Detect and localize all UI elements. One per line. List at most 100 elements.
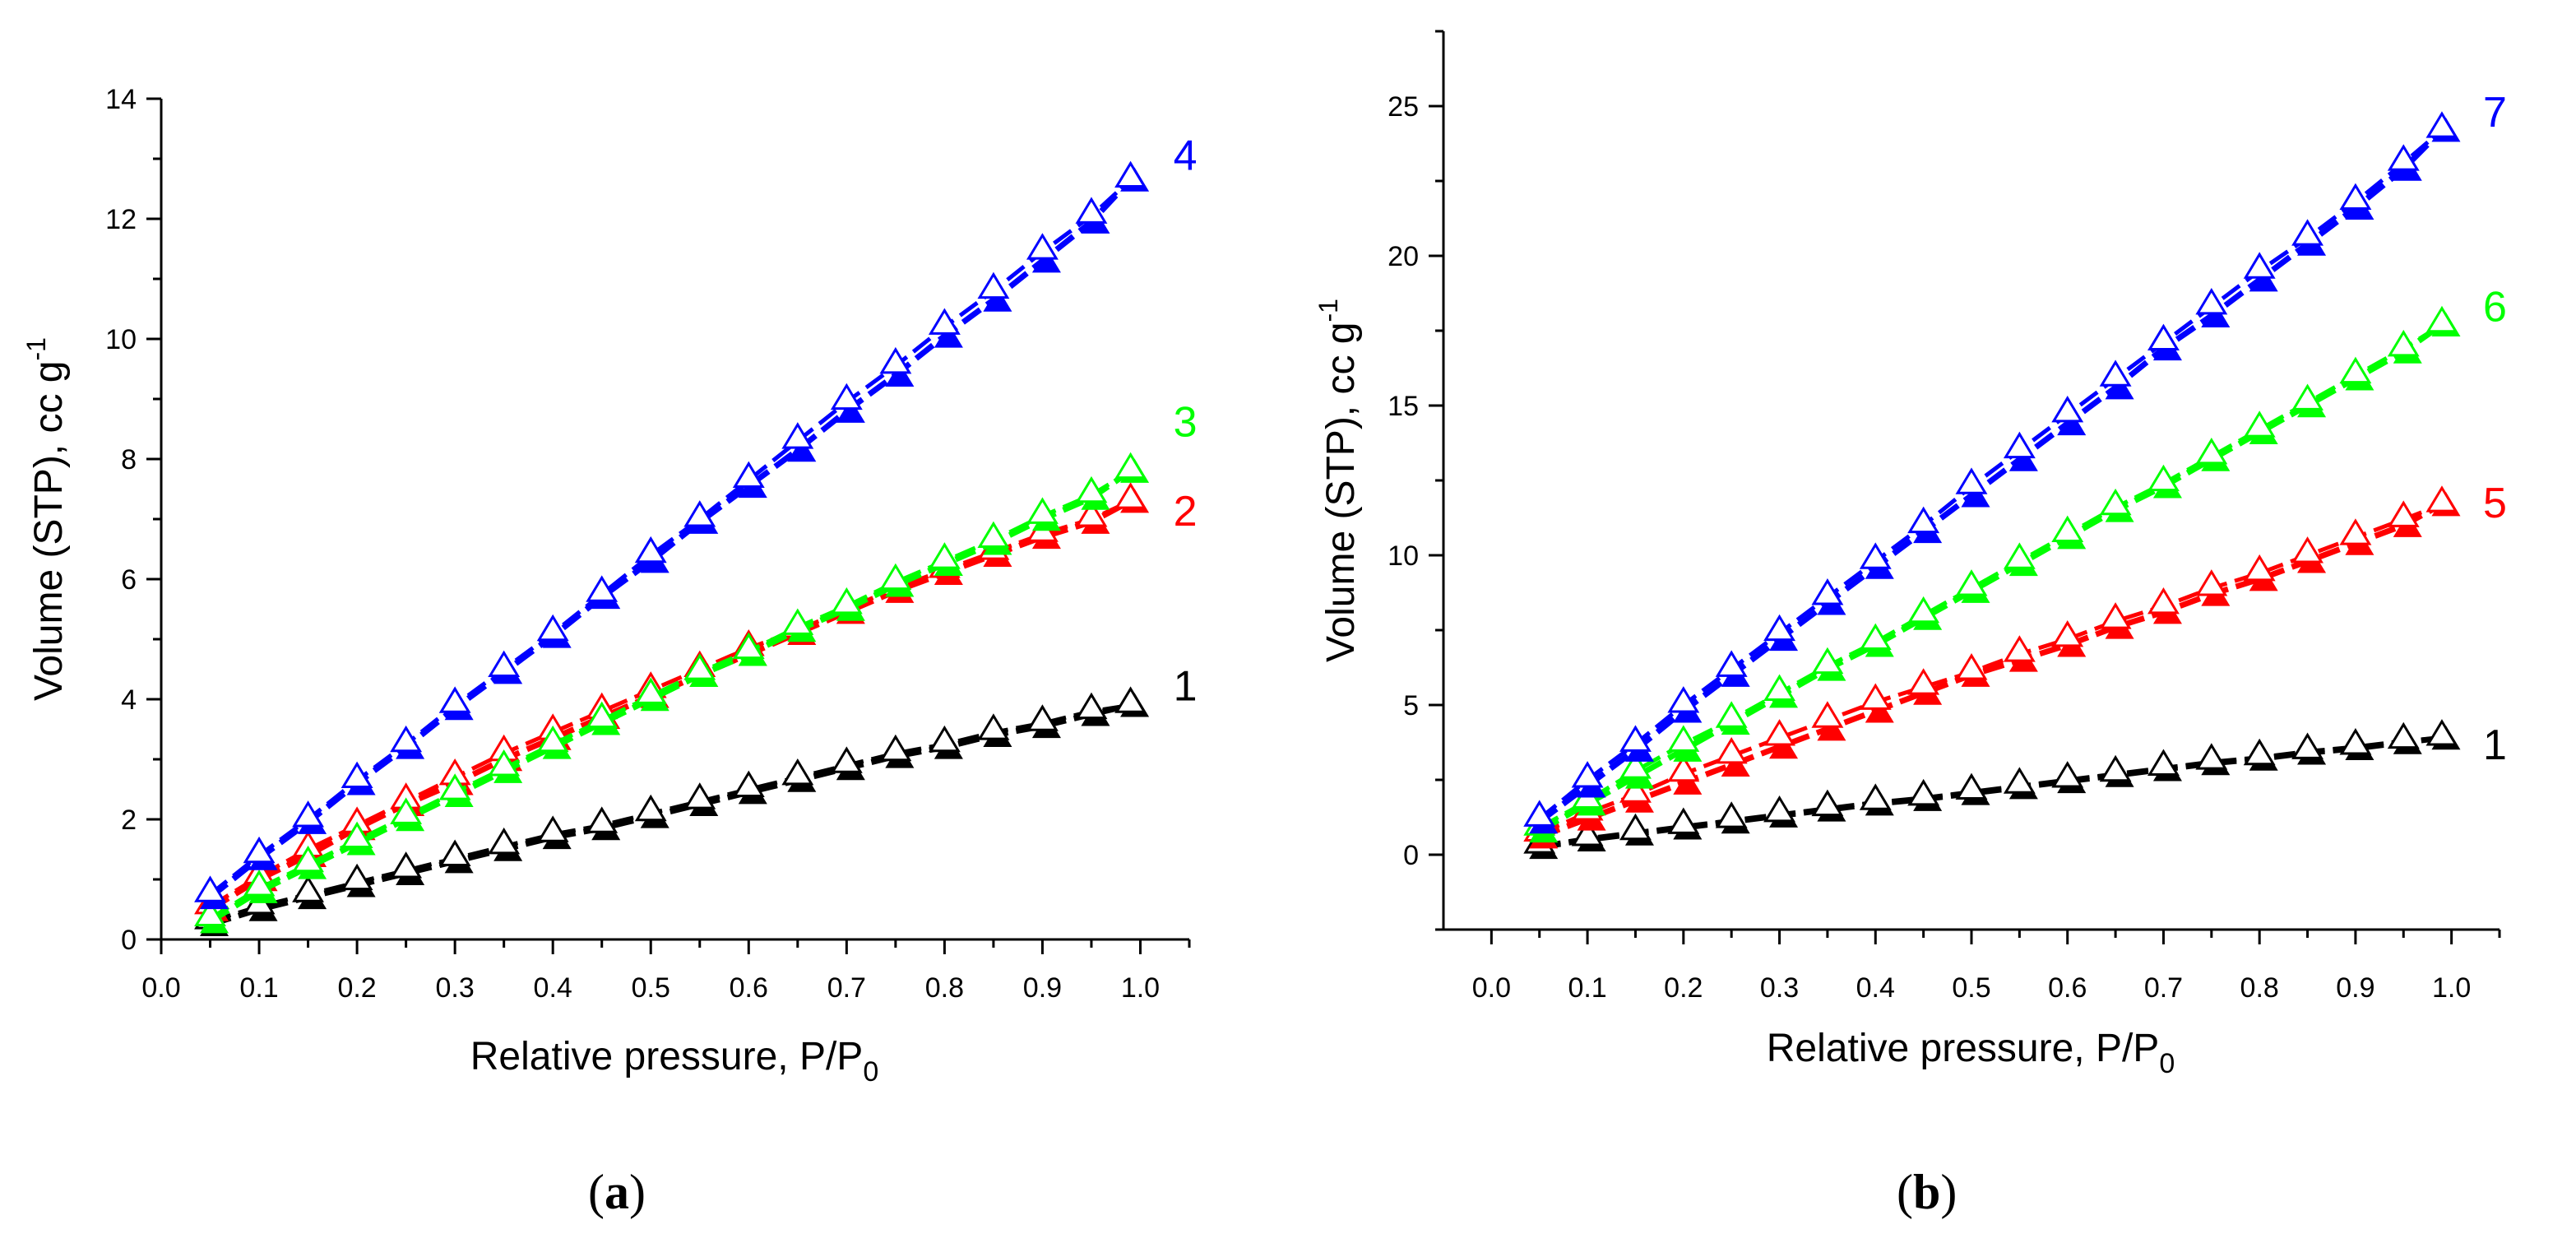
x-axis-title: Relative pressure, P/P0 bbox=[470, 1035, 878, 1088]
x-tick-label: 0.2 bbox=[337, 972, 376, 1004]
desorption-point bbox=[536, 614, 569, 642]
curve-label-6: 6 bbox=[2483, 284, 2507, 332]
panel-caption-a: (a) bbox=[588, 1165, 646, 1219]
desorption-point bbox=[2147, 323, 2180, 351]
desorption-point bbox=[928, 542, 961, 569]
desorption-point bbox=[2425, 485, 2458, 513]
y-axis-title: Volume (STP), cc g-1 bbox=[1313, 299, 1363, 662]
curve-label-2: 2 bbox=[1174, 488, 1198, 536]
adsorption-point bbox=[2008, 447, 2038, 471]
desorption-point bbox=[1907, 506, 1940, 534]
desorption-point bbox=[977, 713, 1010, 740]
desorption-point bbox=[2339, 356, 2372, 384]
desorption-point bbox=[1571, 761, 1604, 788]
x-tick-label: 0.1 bbox=[239, 972, 278, 1004]
desorption-point bbox=[1763, 795, 1795, 823]
desorption-point bbox=[536, 725, 569, 753]
curve-label-1: 1 bbox=[2483, 721, 2507, 769]
desorption-point bbox=[1619, 776, 1652, 803]
desorption-point bbox=[438, 686, 471, 713]
x-tick-label: 0.0 bbox=[141, 972, 180, 1004]
series-4: 4 bbox=[194, 132, 1197, 910]
desorption-point bbox=[1619, 752, 1652, 779]
adsorption-point bbox=[1817, 717, 1846, 741]
panel-caption-b: (b) bbox=[1897, 1165, 1957, 1219]
desorption-point bbox=[2051, 396, 2084, 423]
desorption-point bbox=[243, 870, 276, 897]
y-tick-label: 2 bbox=[121, 805, 137, 836]
desorption-point bbox=[1955, 569, 1988, 596]
desorption-point bbox=[438, 839, 471, 866]
desorption-point bbox=[2147, 749, 2180, 776]
y-tick-label: 10 bbox=[105, 324, 137, 355]
desorption-point bbox=[1955, 653, 1988, 680]
desorption-point bbox=[2099, 488, 2132, 516]
x-tick-label: 1.0 bbox=[1121, 972, 1160, 1004]
desorption-point bbox=[2195, 287, 2228, 315]
desorption-point bbox=[2147, 464, 2180, 492]
y-tick-label: 15 bbox=[1388, 391, 1419, 422]
adsorption-point bbox=[2057, 410, 2087, 436]
x-tick-label: 0.8 bbox=[925, 972, 964, 1004]
y-tick-label: 12 bbox=[105, 204, 137, 235]
x-tick-label: 0.5 bbox=[632, 972, 670, 1004]
x-tick-label: 1.0 bbox=[2432, 972, 2471, 1004]
desorption-point bbox=[1859, 783, 1892, 810]
x-tick-label: 0.9 bbox=[2336, 972, 2374, 1004]
desorption-point bbox=[341, 761, 373, 789]
x-tick-label: 0.3 bbox=[436, 972, 475, 1004]
x-tick-label: 0.2 bbox=[1664, 972, 1703, 1004]
desorption-point bbox=[1667, 754, 1700, 782]
desorption-point bbox=[977, 521, 1010, 549]
y-tick-label: 0 bbox=[1403, 840, 1419, 871]
x-tick-label: 0.7 bbox=[827, 972, 866, 1004]
y-tick-label: 14 bbox=[105, 84, 137, 115]
desorption-point bbox=[194, 875, 226, 902]
adsorption-point bbox=[2201, 303, 2231, 328]
desorption-point bbox=[1763, 674, 1795, 701]
y-tick-label: 20 bbox=[1388, 241, 1419, 272]
y-tick-label: 0 bbox=[121, 925, 137, 956]
desorption-point bbox=[928, 308, 961, 335]
desorption-point bbox=[1763, 719, 1795, 746]
desorption-point bbox=[1026, 497, 1059, 524]
desorption-point bbox=[2003, 635, 2036, 662]
desorption-point bbox=[2339, 183, 2372, 210]
desorption-point bbox=[781, 422, 814, 449]
desorption-point bbox=[1859, 683, 1892, 710]
desorption-point bbox=[292, 800, 325, 828]
desorption-point bbox=[1619, 725, 1652, 752]
desorption-point bbox=[1026, 233, 1059, 260]
desorption-point bbox=[1811, 789, 1844, 817]
desorption-point bbox=[2291, 383, 2323, 410]
desorption-point bbox=[292, 875, 325, 902]
desorption-point bbox=[2243, 738, 2276, 766]
desorption-point bbox=[586, 701, 619, 729]
desorption-point bbox=[1075, 500, 1108, 527]
desorption-point bbox=[2387, 721, 2420, 749]
adsorption-point bbox=[934, 323, 963, 348]
desorption-point bbox=[1811, 647, 1844, 675]
adsorption-point bbox=[1961, 483, 1990, 508]
desorption-point bbox=[2291, 732, 2323, 759]
desorption-point bbox=[194, 899, 226, 926]
x-tick-label: 0.6 bbox=[730, 972, 768, 1004]
desorption-point bbox=[1075, 692, 1108, 720]
desorption-point bbox=[1715, 650, 1748, 677]
desorption-point bbox=[438, 773, 471, 800]
desorption-point bbox=[1075, 197, 1108, 224]
x-tick-label: 0.5 bbox=[1952, 972, 1990, 1004]
series-3: 3 bbox=[194, 399, 1197, 934]
x-tick-label: 0.4 bbox=[1856, 972, 1895, 1004]
y-tick-label: 10 bbox=[1388, 540, 1419, 572]
desorption-point bbox=[1114, 686, 1147, 713]
desorption-point bbox=[1667, 807, 1700, 834]
desorption-point bbox=[1907, 596, 1940, 624]
y-tick-label: 25 bbox=[1388, 91, 1419, 123]
desorption-point bbox=[390, 851, 423, 879]
desorption-point bbox=[2243, 410, 2276, 438]
desorption-point bbox=[732, 461, 765, 489]
desorption-point bbox=[2195, 437, 2228, 465]
adsorption-point bbox=[983, 287, 1012, 312]
adsorption-point bbox=[836, 398, 865, 423]
